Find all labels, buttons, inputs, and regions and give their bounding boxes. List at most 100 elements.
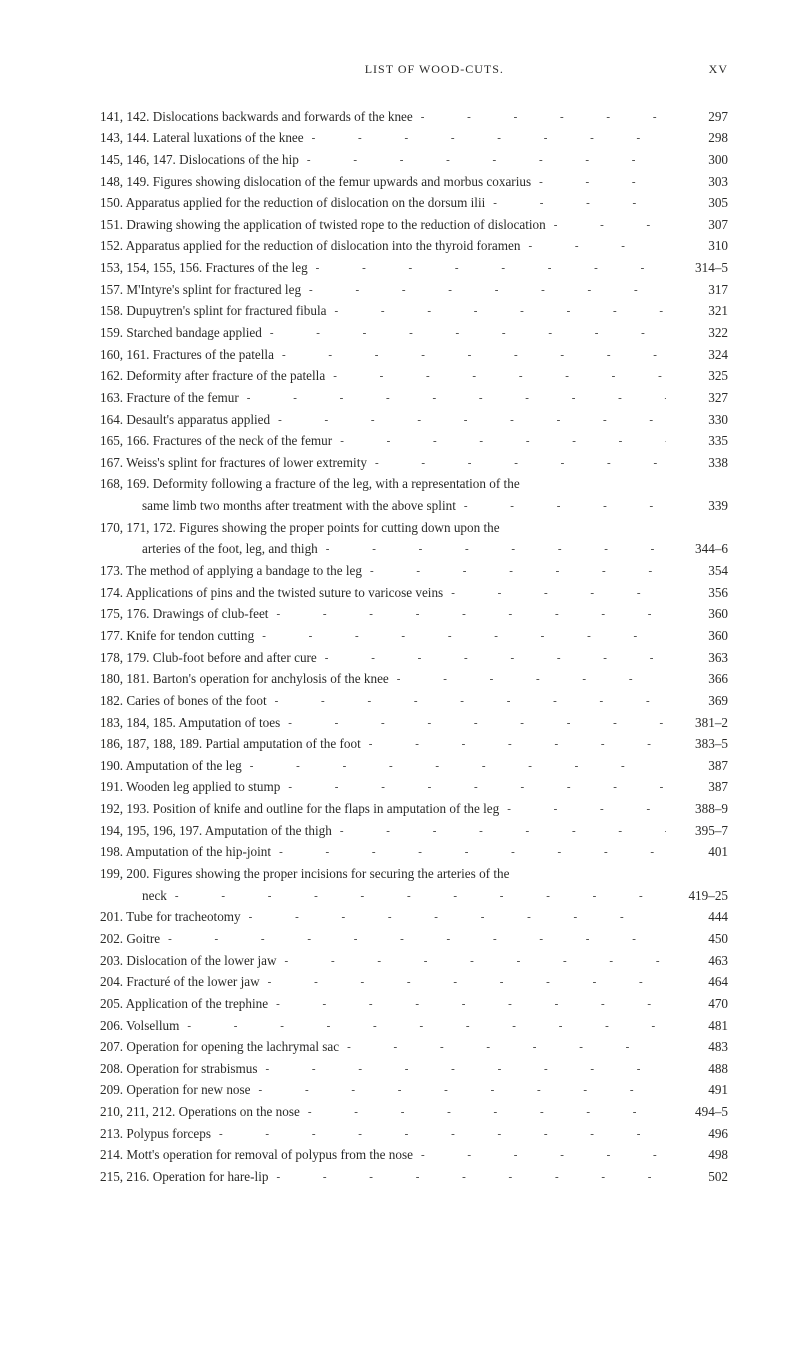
toc-entry: 182. Caries of bones of the foot- - - - … <box>100 691 728 711</box>
entry-page: 354 <box>666 561 728 581</box>
leader-dots: - - - - - - - - - - - - - - - - - - - - … <box>262 325 666 342</box>
leader-dots: - - - - - - - - - - - - - - - - - - - - … <box>485 195 666 212</box>
entry-text: 191. Wooden leg applied to stump <box>100 777 280 797</box>
entry-text: 208. Operation for strabismus <box>100 1059 258 1079</box>
leader-dots: - - - - - - - - - - - - - - - - - - - - … <box>317 650 666 667</box>
entry-text: 215, 216. Operation for hare-lip <box>100 1167 268 1187</box>
entry-page: 327 <box>666 388 728 408</box>
leader-dots: - - - - - - - - - - - - - - - - - - - - … <box>413 109 666 126</box>
entry-page: 395–7 <box>666 821 728 841</box>
entry-text: 162. Deformity after fracture of the pat… <box>100 366 325 386</box>
entry-page: 360 <box>666 604 728 624</box>
entry-page: 360 <box>666 626 728 646</box>
entry-page: 307 <box>666 215 728 235</box>
entry-text: 143, 144. Lateral luxations of the knee <box>100 128 304 148</box>
entry-text: 148, 149. Figures showing dislocation of… <box>100 172 531 192</box>
toc-entry: 158. Dupuytren's splint for fractured fi… <box>100 301 728 321</box>
entry-page: 383–5 <box>666 734 728 754</box>
entry-page: 401 <box>666 842 728 862</box>
entry-text: 199, 200. Figures showing the proper inc… <box>100 864 509 884</box>
entry-text: 203. Dislocation of the lower jaw <box>100 951 277 971</box>
entry-text: 201. Tube for tracheotomy <box>100 907 241 927</box>
toc-entry: 173. The method of applying a bandage to… <box>100 561 728 581</box>
entry-text: neck <box>100 886 167 906</box>
entry-page: 450 <box>666 929 728 949</box>
entry-text: 204. Fracturé of the lower jaw <box>100 972 260 992</box>
leader-dots: - - - - - - - - - - - - - - - - - - - - … <box>520 238 666 255</box>
entry-page: 324 <box>666 345 728 365</box>
page-header: LIST OF WOOD-CUTS. XV <box>100 60 728 79</box>
leader-dots: - - - - - - - - - - - - - - - - - - - - … <box>299 152 666 169</box>
entry-text: arteries of the foot, leg, and thigh <box>100 539 318 559</box>
entry-text: 213. Polypus forceps <box>100 1124 211 1144</box>
leader-dots: - - - - - - - - - - - - - - - - - - - - … <box>413 1147 666 1164</box>
entry-text: 150. Apparatus applied for the reduction… <box>100 193 485 213</box>
entry-text: 157. M'Intyre's splint for fractured leg <box>100 280 301 300</box>
entry-text: 202. Goitre <box>100 929 160 949</box>
leader-dots: - - - - - - - - - - - - - - - - - - - - … <box>268 606 666 623</box>
leader-dots: - - - - - - - - - - - - - - - - - - - - … <box>160 931 666 948</box>
leader-dots: - - - - - - - - - - - - - - - - - - - - … <box>332 823 666 840</box>
entry-page: 330 <box>666 410 728 430</box>
toc-entry: 186, 187, 188, 189. Partial amputation o… <box>100 734 728 754</box>
entry-page: 444 <box>666 907 728 927</box>
leader-dots: - - - - - - - - - - - - - - - - - - - - … <box>367 455 666 472</box>
toc-entry: 194, 195, 196, 197. Amputation of the th… <box>100 821 728 841</box>
toc-entry: 180, 181. Barton's operation for anchylo… <box>100 669 728 689</box>
leader-dots: - - - - - - - - - - - - - - - - - - - - … <box>546 217 666 234</box>
toc-entry: 143, 144. Lateral luxations of the knee-… <box>100 128 728 148</box>
leader-dots: - - - - - - - - - - - - - - - - - - - - … <box>443 585 666 602</box>
leader-dots: - - - - - - - - - - - - - - - - - - - - … <box>274 347 666 364</box>
toc-entry: 205. Application of the trephine- - - - … <box>100 994 728 1014</box>
entry-text: 205. Application of the trephine <box>100 994 268 1014</box>
leader-dots: - - - - - - - - - - - - - - - - - - - - … <box>260 974 666 991</box>
toc-entry: 164. Desault's apparatus applied- - - - … <box>100 410 728 430</box>
entry-page: 317 <box>666 280 728 300</box>
entry-text: 141, 142. Dislocations backwards and for… <box>100 107 413 127</box>
toc-entry: 202. Goitre- - - - - - - - - - - - - - -… <box>100 929 728 949</box>
entry-page: 388–9 <box>666 799 728 819</box>
entry-text: 152. Apparatus applied for the reduction… <box>100 236 520 256</box>
entry-page: 502 <box>666 1167 728 1187</box>
toc-entry: 206. Volsellum- - - - - - - - - - - - - … <box>100 1016 728 1036</box>
toc-entry: 150. Apparatus applied for the reduction… <box>100 193 728 213</box>
leader-dots: - - - - - - - - - - - - - - - - - - - - … <box>339 1039 666 1056</box>
entry-text: 214. Mott's operation for removal of pol… <box>100 1145 413 1165</box>
entry-text: 178, 179. Club-foot before and after cur… <box>100 648 317 668</box>
entry-page: 464 <box>666 972 728 992</box>
toc-entry: same limb two months after treatment wit… <box>100 496 728 516</box>
entry-text: 198. Amputation of the hip-joint <box>100 842 271 862</box>
toc-entry: 208. Operation for strabismus- - - - - -… <box>100 1059 728 1079</box>
leader-dots: - - - - - - - - - - - - - - - - - - - - … <box>280 715 666 732</box>
leader-dots: - - - - - - - - - - - - - - - - - - - - … <box>270 412 666 429</box>
entry-text: 192, 193. Position of knife and outline … <box>100 799 499 819</box>
entry-text: 158. Dupuytren's splint for fractured fi… <box>100 301 327 321</box>
toc-entry: 145, 146, 147. Dislocations of the hip- … <box>100 150 728 170</box>
toc-entry: 160, 161. Fractures of the patella- - - … <box>100 345 728 365</box>
leader-dots: - - - - - - - - - - - - - - - - - - - - … <box>242 758 666 775</box>
entry-page: 322 <box>666 323 728 343</box>
entry-text: 170, 171, 172. Figures showing the prope… <box>100 518 500 538</box>
entry-page: 494–5 <box>666 1102 728 1122</box>
entry-text: 194, 195, 196, 197. Amputation of the th… <box>100 821 332 841</box>
entry-page: 339 <box>666 496 728 516</box>
entry-text: 182. Caries of bones of the foot <box>100 691 267 711</box>
entry-page: 483 <box>666 1037 728 1057</box>
entry-text: 145, 146, 147. Dislocations of the hip <box>100 150 299 170</box>
toc-entry: 191. Wooden leg applied to stump- - - - … <box>100 777 728 797</box>
leader-dots: - - - - - - - - - - - - - - - - - - - - … <box>456 498 666 515</box>
entry-text: 175, 176. Drawings of club-feet <box>100 604 268 624</box>
header-title: LIST OF WOOD-CUTS. <box>100 60 709 79</box>
toc-entry: 214. Mott's operation for removal of pol… <box>100 1145 728 1165</box>
entry-text: 173. The method of applying a bandage to… <box>100 561 362 581</box>
entry-text: 186, 187, 188, 189. Partial amputation o… <box>100 734 361 754</box>
leader-dots: - - - - - - - - - - - - - - - - - - - - … <box>389 671 666 688</box>
entry-page: 470 <box>666 994 728 1014</box>
entry-page: 297 <box>666 107 728 127</box>
entry-page: 419–25 <box>666 886 728 906</box>
entry-page: 369 <box>666 691 728 711</box>
entry-page: 344–6 <box>666 539 728 559</box>
toc-entry: 199, 200. Figures showing the proper inc… <box>100 864 728 884</box>
entry-text: 177. Knife for tendon cutting <box>100 626 254 646</box>
toc-entry: neck- - - - - - - - - - - - - - - - - - … <box>100 886 728 906</box>
